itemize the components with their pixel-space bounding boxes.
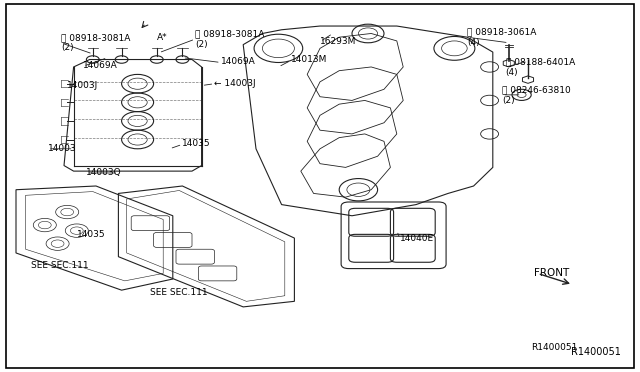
Text: 14003Q: 14003Q bbox=[86, 169, 122, 177]
Text: FRONT: FRONT bbox=[534, 269, 570, 278]
Text: 14013M: 14013M bbox=[291, 55, 328, 64]
Text: SEE SEC.111: SEE SEC.111 bbox=[31, 262, 88, 270]
Text: A*: A* bbox=[157, 33, 168, 42]
Text: Ⓢ 08246-63810
(2): Ⓢ 08246-63810 (2) bbox=[502, 85, 571, 105]
Text: R1400051: R1400051 bbox=[571, 347, 621, 357]
Text: 14069A: 14069A bbox=[221, 57, 255, 66]
Text: 14040E: 14040E bbox=[400, 234, 434, 243]
Text: Ⓑ 08188-6401A
(4): Ⓑ 08188-6401A (4) bbox=[506, 57, 575, 77]
Text: 14003J: 14003J bbox=[67, 81, 99, 90]
Text: 14069A: 14069A bbox=[83, 61, 118, 70]
Text: Ⓑ 08918-3081A
(2): Ⓑ 08918-3081A (2) bbox=[61, 33, 130, 52]
Text: 14003: 14003 bbox=[48, 144, 77, 153]
Text: SEE SEC.111: SEE SEC.111 bbox=[150, 288, 208, 296]
Text: Ⓝ 08918-3061A
(4): Ⓝ 08918-3061A (4) bbox=[467, 28, 536, 47]
Text: 14035: 14035 bbox=[182, 139, 211, 148]
Text: 16293M: 16293M bbox=[320, 37, 356, 46]
Text: ← 14003J: ← 14003J bbox=[214, 79, 256, 88]
Text: Ⓑ 08918-3081A
(2): Ⓑ 08918-3081A (2) bbox=[195, 29, 264, 49]
Text: R1400051: R1400051 bbox=[531, 343, 577, 352]
Text: 14035: 14035 bbox=[77, 230, 106, 239]
